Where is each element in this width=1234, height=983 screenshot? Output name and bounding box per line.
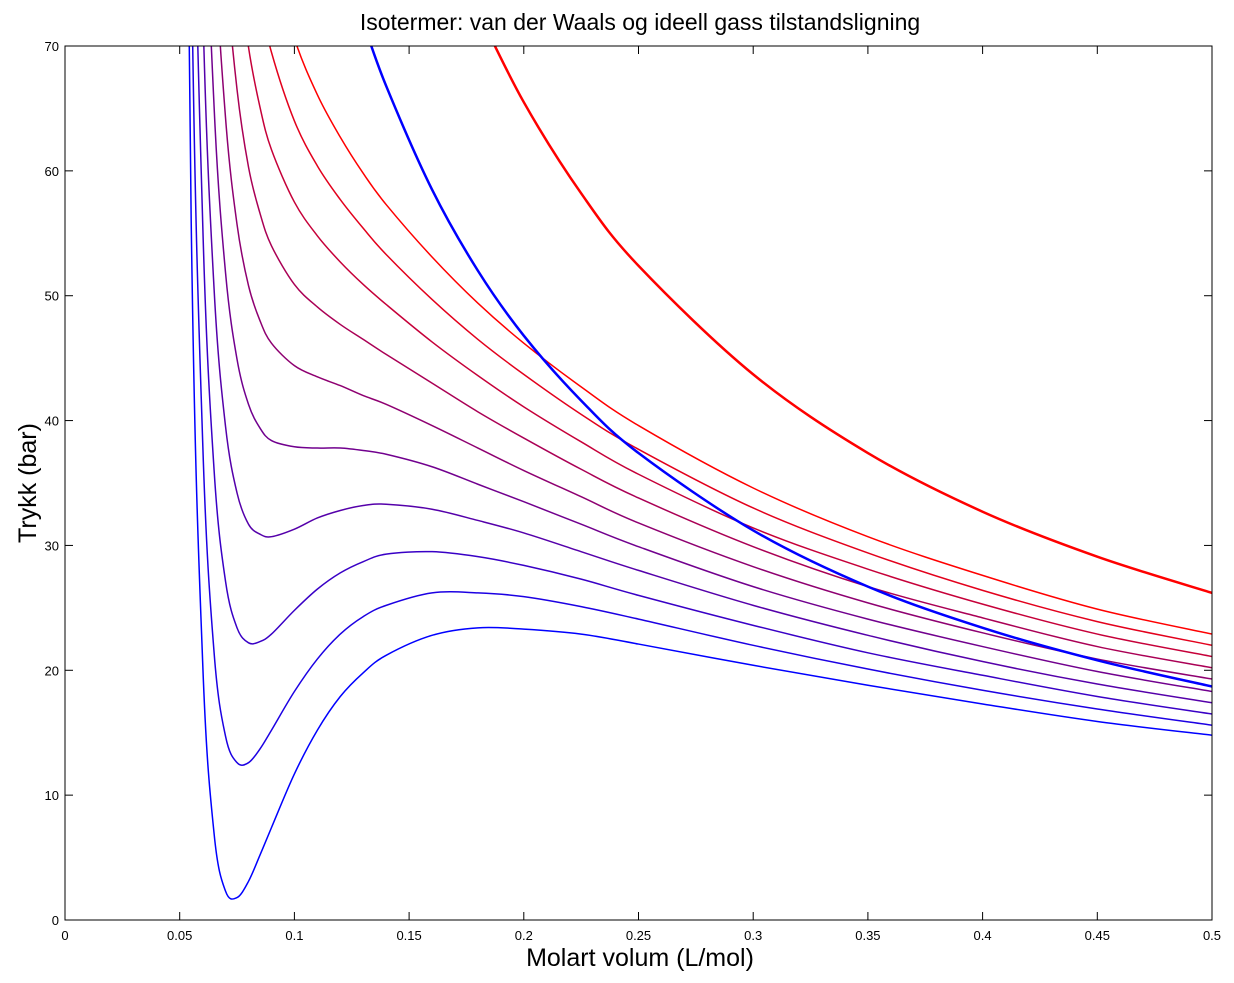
isotherm-line xyxy=(210,46,1212,693)
y-tick-label: 70 xyxy=(45,39,59,54)
y-tick-label: 60 xyxy=(45,164,59,179)
y-tick-label: 40 xyxy=(45,414,59,429)
x-tick-label: 0.1 xyxy=(285,928,303,943)
isotherm-line xyxy=(369,46,1212,688)
y-tick-label: 10 xyxy=(45,788,59,803)
isotherm-line xyxy=(231,46,1212,669)
isotherm-line xyxy=(188,46,1212,900)
isotherm-line xyxy=(191,46,1212,766)
chart-title: Isotermer: van der Waals og ideell gass … xyxy=(360,9,920,35)
y-tick-label: 50 xyxy=(45,289,59,304)
isotherm-line xyxy=(493,46,1212,595)
y-tick-label: 30 xyxy=(45,538,59,553)
x-tick-label: 0.45 xyxy=(1085,928,1110,943)
isotherm-line xyxy=(219,46,1212,680)
isotherm-line xyxy=(296,46,1212,635)
x-tick-label: 0 xyxy=(61,928,68,943)
x-tick-label: 0.5 xyxy=(1203,928,1221,943)
x-tick-label: 0.35 xyxy=(855,928,880,943)
x-axis-label: Molart volum (L/mol) xyxy=(526,944,754,972)
x-tick-label: 0.3 xyxy=(744,928,762,943)
isotherm-line xyxy=(268,46,1212,647)
y-tick-label: 0 xyxy=(52,913,59,928)
y-tick-label: 20 xyxy=(45,663,59,678)
x-tick-label: 0.25 xyxy=(626,928,651,943)
isotherm-line xyxy=(203,46,1212,704)
isotherm-line xyxy=(197,46,1212,715)
plot-area xyxy=(188,46,1212,900)
y-axis-label: Trykk (bar) xyxy=(14,423,42,543)
x-tick-label: 0.2 xyxy=(515,928,533,943)
x-tick-label: 0.05 xyxy=(167,928,192,943)
x-tick-label: 0.4 xyxy=(974,928,992,943)
x-tick-label: 0.15 xyxy=(396,928,421,943)
